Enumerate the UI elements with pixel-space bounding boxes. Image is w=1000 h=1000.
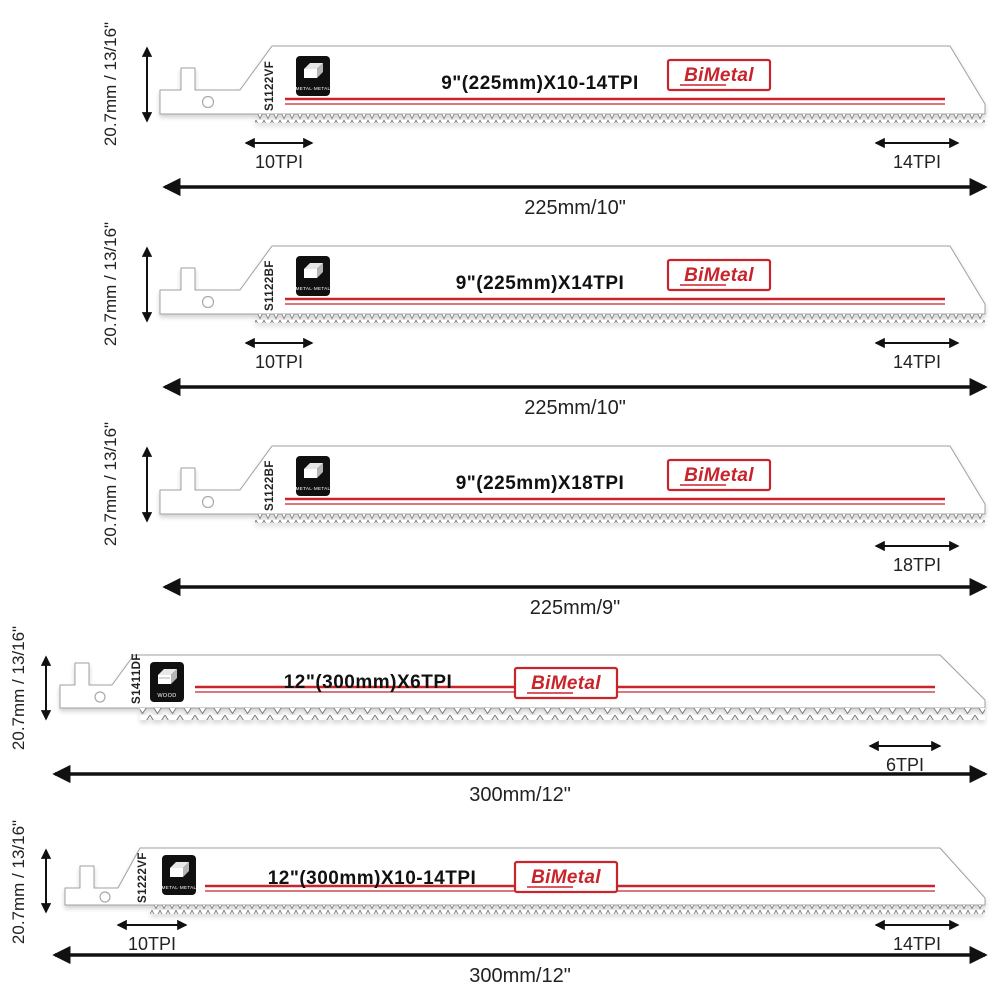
brand-logo: BiMetal (513, 666, 619, 700)
height-dimension-label: 20.7mm / 13/16" (9, 820, 28, 944)
brand-logo-text: BiMetal (684, 265, 754, 286)
length-dimension-label: 225mm/10" (524, 397, 626, 419)
blade-row-4: S1411DF WOOD 12"(300mm)X6TPI BiMetal 20.… (9, 626, 988, 806)
tpi-right-label: 14TPI (893, 934, 941, 954)
tpi-right-label: 14TPI (893, 152, 941, 172)
spec-text: 9"(225mm)X14TPI (456, 273, 625, 294)
brand-logo-text: BiMetal (684, 465, 754, 486)
brand-logo-text: BiMetal (531, 867, 601, 888)
blade-row-2: S1122BF METAL·METAL 9"(225mm)X14TPI BiMe… (101, 222, 988, 419)
icon-box-top (304, 63, 323, 69)
icon-box-side (171, 669, 177, 684)
blade-shape (159, 45, 986, 123)
tpi-right-label: 6TPI (886, 755, 924, 775)
tang-hole (99, 891, 111, 903)
blade-shape (159, 445, 986, 523)
tang-hole (201, 95, 215, 109)
icon-box-front (170, 868, 183, 877)
brand-logo-box (666, 258, 772, 292)
height-dimension-label: 20.7mm / 13/16" (101, 222, 120, 346)
blade-teeth (255, 314, 985, 323)
wood-icon: WOOD (150, 662, 184, 702)
model-code: S1122BF (264, 460, 276, 511)
blade-teeth (255, 514, 985, 523)
length-dimension-label: 300mm/12" (469, 965, 571, 987)
icon-box-side (317, 63, 323, 78)
tpi-left-label: 10TPI (128, 934, 176, 954)
icon-box-front (304, 469, 317, 478)
blade-row-1: S1122VF METAL·METAL 9"(225mm)X10-14TPI B… (101, 22, 988, 219)
tpi-right-label: 18TPI (893, 555, 941, 575)
blade-row-5: S1222VF METAL·METAL 12"(300mm)X10-14TPI … (9, 820, 988, 987)
material-icon-label: METAL·METAL (162, 885, 197, 890)
icon-box-side (317, 263, 323, 278)
blade-teeth (150, 905, 985, 914)
brand-logo-box (666, 58, 772, 92)
icon-box-front (304, 269, 317, 278)
height-dimension-label: 20.7mm / 13/16" (9, 626, 28, 750)
tpi-left-label: 10TPI (255, 352, 303, 372)
length-dimension-label: 225mm/10" (524, 197, 626, 219)
brand-logo-text: BiMetal (684, 65, 754, 86)
icon-box-top (304, 463, 323, 469)
model-code: S1411DF (131, 653, 143, 704)
length-dimension-label: 300mm/12" (469, 784, 571, 806)
tpi-left-label: 10TPI (255, 152, 303, 172)
material-icon-label: WOOD (157, 693, 176, 699)
icon-box-top (304, 263, 323, 269)
tang-hole (94, 691, 106, 703)
brand-logo: BiMetal (666, 458, 772, 492)
icon-box-side (317, 463, 323, 478)
brand-logo-box (513, 666, 619, 700)
model-code: S1222VF (137, 852, 149, 903)
blade-row-3: S1122BF METAL·METAL 9"(225mm)X18TPI BiMe… (101, 422, 988, 619)
brand-logo: BiMetal (666, 258, 772, 292)
material-icon-label: METAL·METAL (296, 486, 331, 491)
model-code: S1122VF (264, 61, 276, 111)
brand-logo: BiMetal (513, 860, 619, 894)
brand-logo: BiMetal (666, 58, 772, 92)
icon-box-side (183, 862, 189, 877)
brand-logo-text: BiMetal (531, 673, 601, 694)
length-dimension-label: 225mm/9" (530, 597, 620, 619)
metal-icon: METAL·METAL (296, 256, 331, 296)
brand-logo-box (666, 458, 772, 492)
icon-box-front (304, 69, 317, 78)
brand-logo-box (513, 860, 619, 894)
blade-teeth (140, 708, 985, 720)
spec-text: 12"(300mm)X10-14TPI (268, 868, 477, 889)
tang-hole (201, 495, 215, 509)
height-dimension-label: 20.7mm / 13/16" (101, 422, 120, 546)
tpi-right-label: 14TPI (893, 352, 941, 372)
metal-icon: METAL·METAL (162, 855, 197, 895)
blade-teeth (255, 114, 985, 123)
material-icon-label: METAL·METAL (296, 86, 331, 91)
metal-icon: METAL·METAL (296, 56, 331, 96)
icon-box-top (170, 862, 189, 868)
height-dimension-label: 20.7mm / 13/16" (101, 22, 120, 146)
spec-text: 9"(225mm)X10-14TPI (441, 73, 639, 94)
spec-text: 9"(225mm)X18TPI (456, 473, 625, 494)
spec-text: 12"(300mm)X6TPI (284, 672, 453, 693)
tang-hole (201, 295, 215, 309)
model-code: S1122BF (264, 260, 276, 311)
blade-shape (159, 245, 986, 323)
icon-box-front (158, 675, 171, 684)
metal-icon: METAL·METAL (296, 456, 331, 496)
icon-box-top (158, 669, 177, 675)
material-icon-label: METAL·METAL (296, 286, 331, 291)
